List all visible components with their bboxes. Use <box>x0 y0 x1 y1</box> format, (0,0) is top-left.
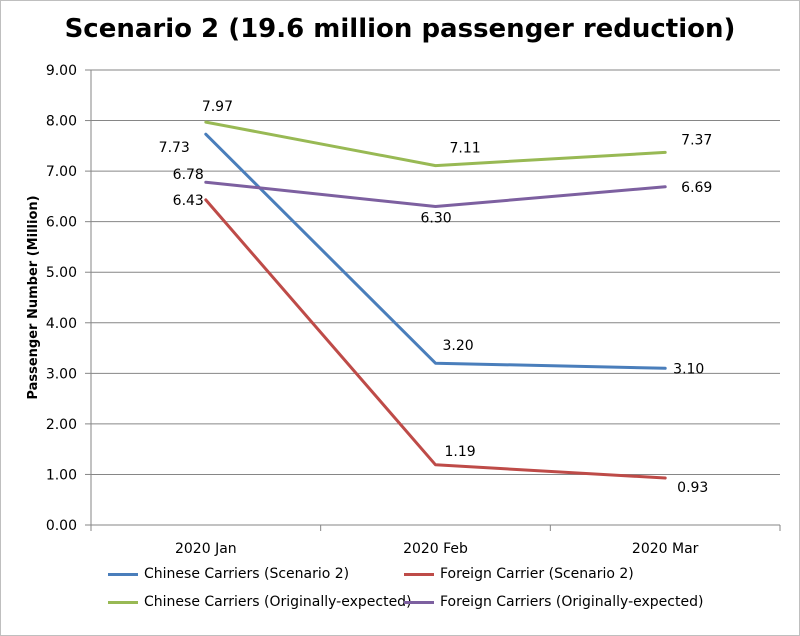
data-label: 6.69 <box>681 180 712 196</box>
legend-item: Foreign Carrier (Scenario 2) <box>404 566 634 582</box>
y-tick-label: 0.00 <box>46 518 77 534</box>
y-axis-label: Passenger Number (Million) <box>26 195 41 399</box>
data-label: 3.20 <box>443 338 474 354</box>
x-tick-label: 2020 Feb <box>403 541 468 557</box>
y-tick-label: 6.00 <box>46 215 77 231</box>
legend-swatch <box>108 600 138 604</box>
x-tick-label: 2020 Mar <box>632 541 699 557</box>
y-tick-label: 5.00 <box>46 265 77 281</box>
legend-swatch <box>404 572 434 576</box>
y-tick-label: 8.00 <box>46 114 77 130</box>
data-label: 6.43 <box>173 193 204 209</box>
legend-label: Chinese Carriers (Scenario 2) <box>144 566 350 582</box>
series-line <box>204 132 667 370</box>
y-tick-label: 1.00 <box>46 467 77 483</box>
data-label: 6.30 <box>421 211 452 227</box>
series-line <box>204 180 667 208</box>
x-tick-label: 2020 Jan <box>175 541 237 557</box>
legend-swatch <box>404 600 434 604</box>
legend-label: Foreign Carriers (Originally-expected) <box>440 594 704 610</box>
y-tick-label: 7.00 <box>46 164 77 180</box>
y-tick-label: 3.00 <box>46 366 77 382</box>
data-label: 0.93 <box>677 480 708 496</box>
data-label: 6.78 <box>173 167 204 183</box>
y-tick-label: 2.00 <box>46 417 77 433</box>
legend-swatch <box>108 572 138 576</box>
y-tick-label: 4.00 <box>46 316 77 332</box>
data-label: 7.37 <box>681 132 712 148</box>
y-tick-label: 9.00 <box>46 63 77 79</box>
legend-label: Chinese Carriers (Originally-expected) <box>144 594 412 610</box>
chart-title: Scenario 2 (19.6 million passenger reduc… <box>64 14 736 44</box>
series-line <box>204 198 667 480</box>
legend-item: Chinese Carriers (Scenario 2) <box>108 566 349 582</box>
legend-label: Foreign Carrier (Scenario 2) <box>440 566 634 582</box>
data-label: 3.10 <box>673 361 704 377</box>
data-label: 7.11 <box>450 141 481 157</box>
data-label: 7.73 <box>159 140 190 156</box>
series-line <box>204 120 667 168</box>
legend-item: Foreign Carriers (Originally-expected) <box>404 594 703 610</box>
data-label: 1.19 <box>445 444 476 460</box>
data-label: 7.97 <box>202 99 233 115</box>
legend-item: Chinese Carriers (Originally-expected) <box>108 594 412 610</box>
